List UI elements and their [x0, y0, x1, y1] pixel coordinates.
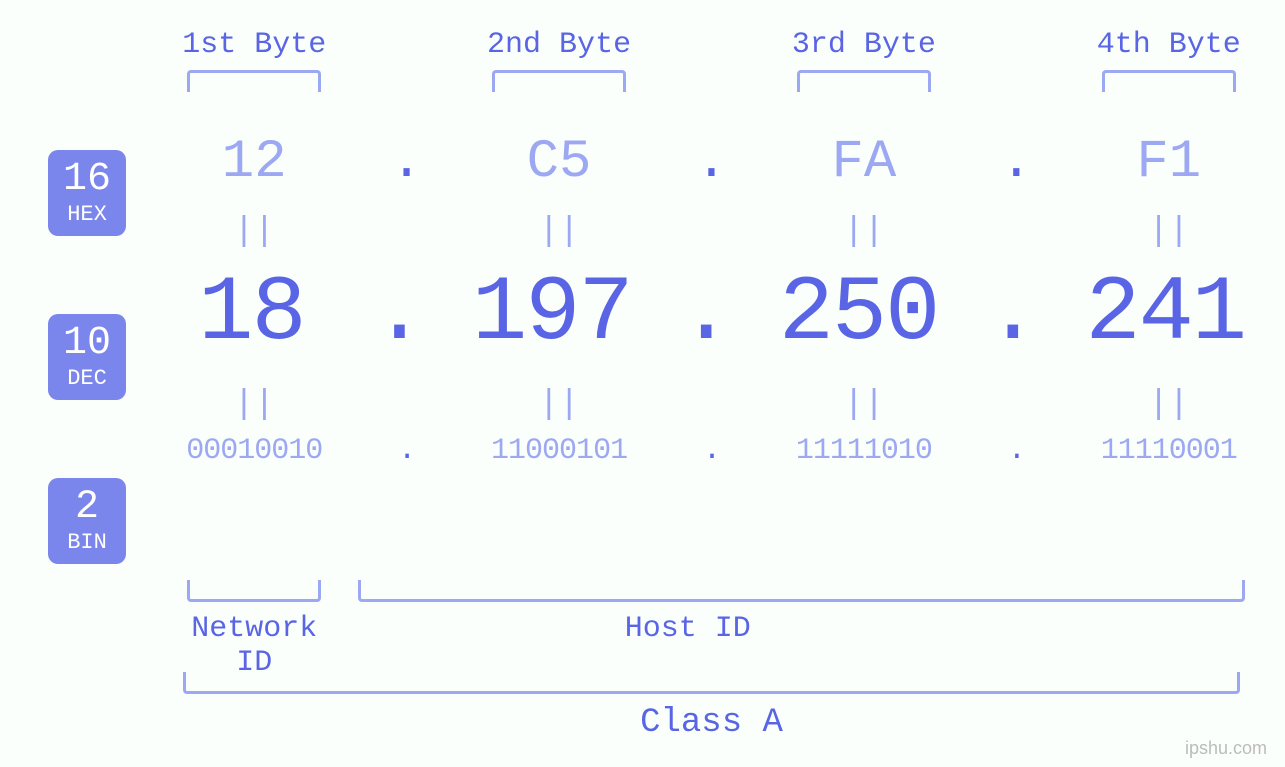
hex-byte-2: C5	[483, 132, 635, 193]
dot-bin-3: .	[940, 434, 1092, 468]
eq-7: ||	[788, 386, 940, 424]
dec-byte-4: 241	[1085, 261, 1245, 366]
eq-8: ||	[1093, 386, 1245, 424]
eq-6: ||	[483, 386, 635, 424]
class-label: Class A	[178, 704, 1245, 742]
ip-grid: 1st Byte 2nd Byte 3rd Byte 4th Byte 12 .…	[178, 28, 1245, 468]
dec-byte-1: 18	[178, 261, 325, 366]
dec-byte-3: 250	[779, 261, 939, 366]
class-section: Class A	[178, 672, 1245, 742]
eq-4: ||	[1093, 213, 1245, 251]
class-bracket-row	[178, 672, 1245, 694]
badge-hex-num: 16	[63, 160, 111, 200]
equals-row-2: || || || ||	[178, 386, 1245, 424]
dot-dec-2: .	[632, 261, 779, 366]
bin-byte-3: 11111010	[788, 434, 940, 468]
base-badges: 16 HEX 10 DEC 2 BIN	[48, 150, 126, 564]
net-host-section: Network ID Host ID	[178, 580, 1245, 680]
bracket-host-id	[358, 580, 1245, 602]
dot-dec-1: .	[325, 261, 472, 366]
dec-row: 18 . 197 . 250 . 241	[178, 261, 1245, 366]
eq-5: ||	[178, 386, 330, 424]
network-id-label: Network ID	[178, 612, 330, 680]
badge-bin-label: BIN	[67, 532, 107, 554]
eq-2: ||	[483, 213, 635, 251]
byte-header-3: 3rd Byte	[788, 28, 940, 62]
hex-byte-3: FA	[788, 132, 940, 193]
byte-header-4: 4th Byte	[1093, 28, 1245, 62]
bin-byte-4: 11110001	[1093, 434, 1245, 468]
eq-1: ||	[178, 213, 330, 251]
byte-header-row: 1st Byte 2nd Byte 3rd Byte 4th Byte	[178, 28, 1245, 62]
bracket-class	[183, 672, 1239, 694]
hex-byte-1: 12	[178, 132, 330, 193]
top-brackets	[178, 70, 1245, 92]
bracket-byte-1	[187, 70, 321, 92]
dot-bin-1: .	[330, 434, 482, 468]
badge-hex: 16 HEX	[48, 150, 126, 236]
badge-dec-num: 10	[63, 324, 111, 364]
dot-dec-3: .	[938, 261, 1085, 366]
bracket-network-id	[187, 580, 321, 602]
bracket-byte-3	[797, 70, 931, 92]
badge-dec: 10 DEC	[48, 314, 126, 400]
dot-hex-3: .	[940, 132, 1092, 193]
hex-byte-4: F1	[1093, 132, 1245, 193]
bin-row: 00010010 . 11000101 . 11111010 . 1111000…	[178, 434, 1245, 468]
bracket-byte-2	[492, 70, 626, 92]
byte-header-1: 1st Byte	[178, 28, 330, 62]
watermark: ipshu.com	[1185, 738, 1267, 759]
net-host-labels: Network ID Host ID	[178, 612, 1245, 680]
dot-hex-2: .	[635, 132, 787, 193]
eq-3: ||	[788, 213, 940, 251]
bin-byte-1: 00010010	[178, 434, 330, 468]
badge-dec-label: DEC	[67, 368, 107, 390]
bin-byte-2: 11000101	[483, 434, 635, 468]
bracket-byte-4	[1102, 70, 1236, 92]
dot-bin-2: .	[635, 434, 787, 468]
equals-row-1: || || || ||	[178, 213, 1245, 251]
dec-byte-2: 197	[472, 261, 632, 366]
dot-hex-1: .	[330, 132, 482, 193]
byte-header-2: 2nd Byte	[483, 28, 635, 62]
net-host-brackets	[178, 580, 1245, 602]
badge-bin-num: 2	[75, 488, 99, 528]
hex-row: 12 . C5 . FA . F1	[178, 132, 1245, 193]
host-id-label: Host ID	[330, 612, 1245, 680]
badge-bin: 2 BIN	[48, 478, 126, 564]
badge-hex-label: HEX	[67, 204, 107, 226]
